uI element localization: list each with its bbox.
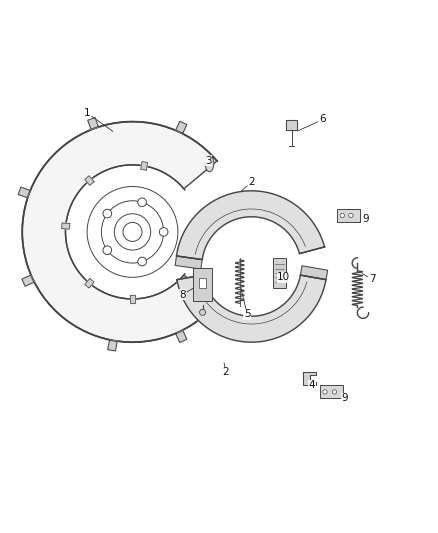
Polygon shape [304, 373, 316, 385]
Polygon shape [177, 275, 326, 342]
Circle shape [103, 246, 112, 255]
Circle shape [138, 198, 146, 207]
Polygon shape [175, 256, 202, 269]
Polygon shape [88, 118, 98, 129]
Circle shape [340, 213, 344, 217]
Polygon shape [176, 122, 187, 133]
Text: 5: 5 [244, 309, 251, 319]
FancyBboxPatch shape [320, 385, 343, 398]
FancyBboxPatch shape [337, 209, 360, 222]
FancyBboxPatch shape [194, 268, 212, 301]
Circle shape [138, 257, 146, 266]
Circle shape [200, 309, 205, 316]
Ellipse shape [205, 155, 214, 172]
Text: 1: 1 [84, 108, 90, 118]
Polygon shape [85, 278, 94, 288]
Text: 7: 7 [369, 274, 376, 285]
Polygon shape [300, 266, 328, 280]
Text: 6: 6 [319, 115, 326, 125]
Text: 10: 10 [277, 272, 290, 282]
Circle shape [332, 390, 337, 394]
Text: 2: 2 [222, 367, 229, 377]
Polygon shape [22, 122, 217, 342]
Text: 4: 4 [309, 381, 315, 390]
Text: 3: 3 [205, 156, 212, 166]
Circle shape [103, 209, 112, 218]
Text: 9: 9 [341, 393, 348, 403]
Circle shape [349, 213, 353, 217]
Text: 9: 9 [363, 214, 369, 224]
FancyBboxPatch shape [272, 259, 286, 288]
Polygon shape [85, 176, 94, 185]
Polygon shape [18, 187, 30, 198]
Polygon shape [141, 161, 148, 170]
Text: 8: 8 [179, 289, 186, 300]
Polygon shape [108, 340, 117, 351]
FancyBboxPatch shape [199, 278, 206, 288]
Polygon shape [176, 330, 187, 343]
Circle shape [123, 222, 142, 241]
Polygon shape [62, 223, 70, 229]
Polygon shape [286, 120, 297, 130]
Polygon shape [130, 295, 135, 303]
Polygon shape [177, 191, 325, 260]
Polygon shape [22, 275, 34, 286]
Text: 2: 2 [248, 177, 255, 187]
Circle shape [159, 228, 168, 236]
Circle shape [323, 390, 327, 394]
